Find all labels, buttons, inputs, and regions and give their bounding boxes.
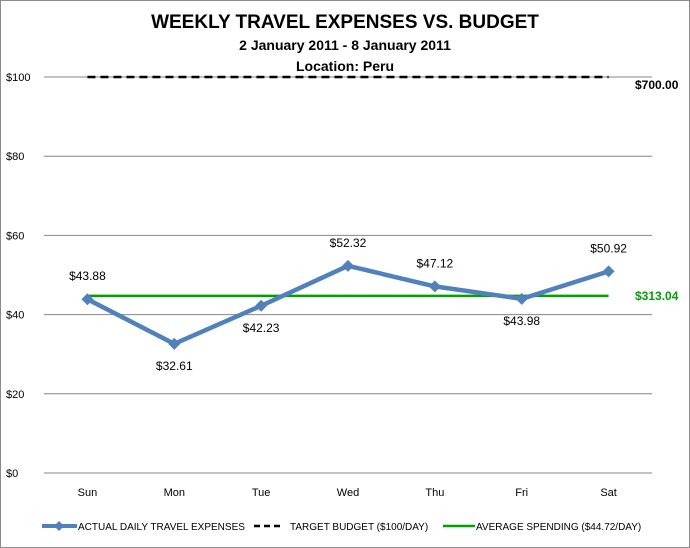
data-label: $52.32 [330, 236, 367, 250]
legend-target-label: TARGET BUDGET ($100/DAY) [290, 522, 428, 533]
y-tick-label: $20 [6, 389, 24, 401]
x-tick-label: Sun [78, 487, 98, 499]
data-label: $32.61 [156, 359, 193, 373]
target-total-label: $700.00 [635, 78, 679, 92]
data-label: $47.12 [417, 256, 454, 270]
chart-subtitle: 2 January 2011 - 8 January 2011 [239, 37, 451, 53]
x-tick-label: Fri [515, 487, 528, 499]
data-label: $50.92 [590, 241, 627, 255]
y-tick-label: $0 [6, 468, 18, 480]
legend-actual-label: ACTUAL DAILY TRAVEL EXPENSES [78, 522, 245, 533]
data-point-marker [255, 299, 268, 312]
legend-average-label: AVERAGE SPENDING ($44.72/DAY) [476, 522, 641, 533]
data-point-marker [428, 280, 441, 293]
x-tick-label: Thu [425, 487, 444, 499]
data-point-marker [81, 293, 94, 306]
data-label: $43.98 [503, 314, 540, 328]
y-tick-label: $60 [6, 230, 24, 242]
y-tick-label: $100 [6, 72, 30, 84]
data-point-marker [515, 292, 528, 305]
data-point-marker [342, 259, 354, 272]
x-tick-label: Sat [600, 487, 617, 499]
data-label: $42.23 [243, 321, 280, 335]
chart-location: Location: Peru [296, 58, 394, 74]
data-label: $43.88 [69, 269, 106, 283]
x-tick-label: Tue [252, 487, 271, 499]
chart-title: WEEKLY TRAVEL EXPENSES VS. BUDGET [151, 12, 539, 33]
y-tick-label: $40 [6, 310, 24, 322]
x-tick-label: Mon [164, 487, 185, 499]
legend-diamond-icon [54, 521, 64, 531]
average-total-label: $313.04 [635, 289, 679, 303]
x-tick-label: Wed [337, 487, 359, 499]
y-tick-label: $80 [6, 151, 24, 163]
data-point-marker [602, 265, 615, 278]
data-point-marker [168, 337, 181, 350]
actual-expenses-line [86, 263, 610, 347]
